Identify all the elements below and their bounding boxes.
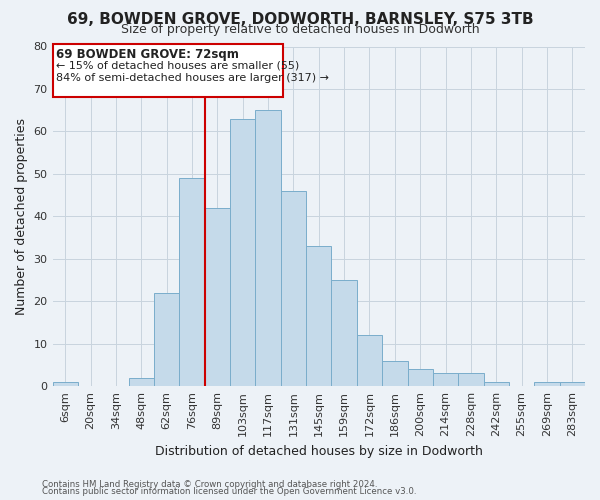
Bar (560, 382, 585, 386)
Text: 69 BOWDEN GROVE: 72sqm: 69 BOWDEN GROVE: 72sqm (56, 48, 239, 61)
Bar (534, 382, 560, 386)
Bar (179, 178, 205, 386)
Text: Contains HM Land Registry data © Crown copyright and database right 2024.: Contains HM Land Registry data © Crown c… (42, 480, 377, 489)
Text: ← 15% of detached houses are smaller (55): ← 15% of detached houses are smaller (55… (56, 60, 299, 70)
Bar (306, 246, 331, 386)
Bar (433, 374, 458, 386)
Bar (382, 360, 407, 386)
Text: Size of property relative to detached houses in Dodworth: Size of property relative to detached ho… (121, 22, 479, 36)
Bar (128, 378, 154, 386)
Bar (484, 382, 509, 386)
Bar (357, 335, 382, 386)
Bar (256, 110, 281, 386)
Text: Contains public sector information licensed under the Open Government Licence v3: Contains public sector information licen… (42, 488, 416, 496)
Bar (407, 369, 433, 386)
Bar (458, 374, 484, 386)
Bar (331, 280, 357, 386)
Bar (154, 293, 179, 386)
Bar (205, 208, 230, 386)
X-axis label: Distribution of detached houses by size in Dodworth: Distribution of detached houses by size … (155, 444, 483, 458)
Text: 84% of semi-detached houses are larger (317) →: 84% of semi-detached houses are larger (… (56, 73, 329, 83)
Bar (230, 118, 256, 386)
Text: 69, BOWDEN GROVE, DODWORTH, BARNSLEY, S75 3TB: 69, BOWDEN GROVE, DODWORTH, BARNSLEY, S7… (67, 12, 533, 28)
Y-axis label: Number of detached properties: Number of detached properties (15, 118, 28, 315)
Bar (281, 191, 306, 386)
Bar (53, 382, 78, 386)
FancyBboxPatch shape (53, 44, 283, 98)
